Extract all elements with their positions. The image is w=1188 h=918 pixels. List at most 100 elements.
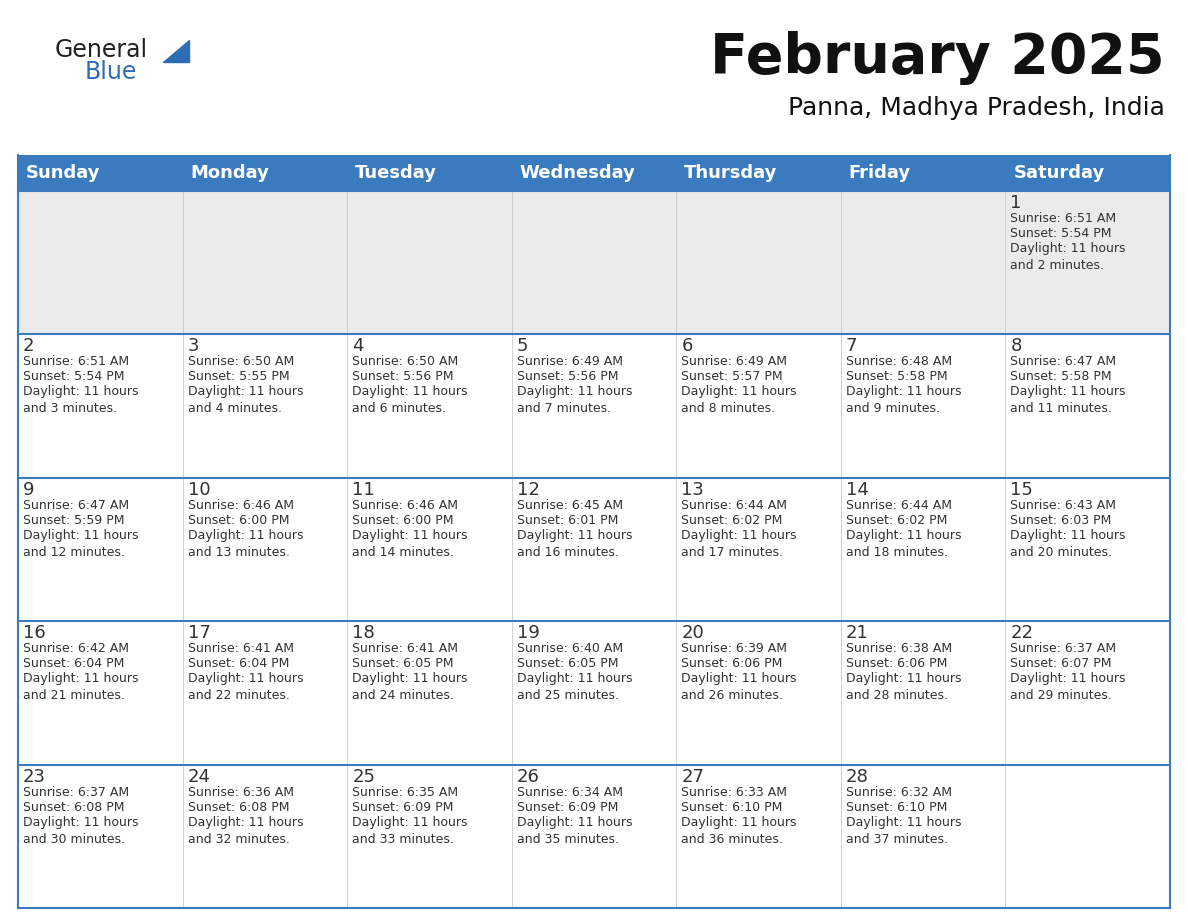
- Text: 16: 16: [23, 624, 46, 643]
- Text: Sunrise: 6:35 AM: Sunrise: 6:35 AM: [352, 786, 459, 799]
- Text: 13: 13: [681, 481, 704, 498]
- Text: Sunset: 6:03 PM: Sunset: 6:03 PM: [1011, 514, 1112, 527]
- Text: Daylight: 11 hours
and 20 minutes.: Daylight: 11 hours and 20 minutes.: [1011, 529, 1126, 559]
- Text: Sunrise: 6:37 AM: Sunrise: 6:37 AM: [23, 786, 129, 799]
- Text: Daylight: 11 hours
and 16 minutes.: Daylight: 11 hours and 16 minutes.: [517, 529, 632, 559]
- Text: Daylight: 11 hours
and 12 minutes.: Daylight: 11 hours and 12 minutes.: [23, 529, 139, 559]
- Text: Sunrise: 6:37 AM: Sunrise: 6:37 AM: [1011, 643, 1117, 655]
- Bar: [18, 765, 1170, 908]
- Text: 18: 18: [352, 624, 375, 643]
- Polygon shape: [163, 40, 189, 62]
- Text: 1: 1: [1011, 194, 1022, 212]
- Text: Daylight: 11 hours
and 21 minutes.: Daylight: 11 hours and 21 minutes.: [23, 672, 139, 702]
- Text: Sunset: 5:58 PM: Sunset: 5:58 PM: [846, 370, 948, 384]
- Text: Daylight: 11 hours
and 6 minutes.: Daylight: 11 hours and 6 minutes.: [352, 386, 468, 416]
- Text: 28: 28: [846, 767, 868, 786]
- Text: Sunday: Sunday: [26, 164, 101, 182]
- Text: Daylight: 11 hours
and 36 minutes.: Daylight: 11 hours and 36 minutes.: [681, 815, 797, 845]
- Text: Daylight: 11 hours
and 9 minutes.: Daylight: 11 hours and 9 minutes.: [846, 386, 961, 416]
- Text: Sunset: 6:08 PM: Sunset: 6:08 PM: [188, 800, 289, 813]
- Bar: [18, 334, 1170, 477]
- Text: Sunset: 6:04 PM: Sunset: 6:04 PM: [188, 657, 289, 670]
- Text: Daylight: 11 hours
and 22 minutes.: Daylight: 11 hours and 22 minutes.: [188, 672, 303, 702]
- Text: Daylight: 11 hours
and 33 minutes.: Daylight: 11 hours and 33 minutes.: [352, 815, 468, 845]
- Text: Sunset: 6:05 PM: Sunset: 6:05 PM: [352, 657, 454, 670]
- Text: Sunset: 6:00 PM: Sunset: 6:00 PM: [188, 514, 289, 527]
- Text: 11: 11: [352, 481, 375, 498]
- Text: 12: 12: [517, 481, 539, 498]
- Text: Daylight: 11 hours
and 11 minutes.: Daylight: 11 hours and 11 minutes.: [1011, 386, 1126, 416]
- Text: Sunset: 6:06 PM: Sunset: 6:06 PM: [846, 657, 947, 670]
- Text: Saturday: Saturday: [1013, 164, 1105, 182]
- Text: Sunrise: 6:47 AM: Sunrise: 6:47 AM: [23, 498, 129, 512]
- Text: 22: 22: [1011, 624, 1034, 643]
- Text: Daylight: 11 hours
and 37 minutes.: Daylight: 11 hours and 37 minutes.: [846, 815, 961, 845]
- Text: 26: 26: [517, 767, 539, 786]
- Text: Thursday: Thursday: [684, 164, 778, 182]
- Text: Daylight: 11 hours
and 32 minutes.: Daylight: 11 hours and 32 minutes.: [188, 815, 303, 845]
- Text: Sunrise: 6:38 AM: Sunrise: 6:38 AM: [846, 643, 952, 655]
- Text: Panna, Madhya Pradesh, India: Panna, Madhya Pradesh, India: [788, 96, 1165, 120]
- Text: Sunset: 6:06 PM: Sunset: 6:06 PM: [681, 657, 783, 670]
- Text: 14: 14: [846, 481, 868, 498]
- Text: Daylight: 11 hours
and 25 minutes.: Daylight: 11 hours and 25 minutes.: [517, 672, 632, 702]
- Text: Sunrise: 6:32 AM: Sunrise: 6:32 AM: [846, 786, 952, 799]
- Text: Daylight: 11 hours
and 28 minutes.: Daylight: 11 hours and 28 minutes.: [846, 672, 961, 702]
- Text: Sunrise: 6:46 AM: Sunrise: 6:46 AM: [188, 498, 293, 512]
- Text: Sunset: 6:10 PM: Sunset: 6:10 PM: [846, 800, 947, 813]
- Text: Sunset: 6:10 PM: Sunset: 6:10 PM: [681, 800, 783, 813]
- Text: Sunrise: 6:44 AM: Sunrise: 6:44 AM: [681, 498, 788, 512]
- Text: 24: 24: [188, 767, 210, 786]
- Text: Sunset: 6:04 PM: Sunset: 6:04 PM: [23, 657, 125, 670]
- Text: Sunset: 5:54 PM: Sunset: 5:54 PM: [23, 370, 125, 384]
- Text: Wednesday: Wednesday: [519, 164, 636, 182]
- Bar: [18, 191, 1170, 334]
- Text: Sunset: 6:01 PM: Sunset: 6:01 PM: [517, 514, 618, 527]
- Text: Daylight: 11 hours
and 7 minutes.: Daylight: 11 hours and 7 minutes.: [517, 386, 632, 416]
- Text: Sunrise: 6:42 AM: Sunrise: 6:42 AM: [23, 643, 129, 655]
- Text: 4: 4: [352, 338, 364, 355]
- Text: Sunrise: 6:45 AM: Sunrise: 6:45 AM: [517, 498, 623, 512]
- Text: Daylight: 11 hours
and 30 minutes.: Daylight: 11 hours and 30 minutes.: [23, 815, 139, 845]
- Text: Daylight: 11 hours
and 29 minutes.: Daylight: 11 hours and 29 minutes.: [1011, 672, 1126, 702]
- Text: Sunset: 5:57 PM: Sunset: 5:57 PM: [681, 370, 783, 384]
- Text: Daylight: 11 hours
and 8 minutes.: Daylight: 11 hours and 8 minutes.: [681, 386, 797, 416]
- Text: Daylight: 11 hours
and 3 minutes.: Daylight: 11 hours and 3 minutes.: [23, 386, 139, 416]
- Text: Sunset: 5:59 PM: Sunset: 5:59 PM: [23, 514, 125, 527]
- Text: Daylight: 11 hours
and 2 minutes.: Daylight: 11 hours and 2 minutes.: [1011, 242, 1126, 272]
- Text: Sunset: 6:02 PM: Sunset: 6:02 PM: [681, 514, 783, 527]
- Text: 20: 20: [681, 624, 704, 643]
- Text: Sunset: 6:08 PM: Sunset: 6:08 PM: [23, 800, 125, 813]
- Text: Sunrise: 6:44 AM: Sunrise: 6:44 AM: [846, 498, 952, 512]
- Text: 23: 23: [23, 767, 46, 786]
- Text: Sunrise: 6:51 AM: Sunrise: 6:51 AM: [1011, 212, 1117, 225]
- Text: 2: 2: [23, 338, 34, 355]
- Text: Sunrise: 6:40 AM: Sunrise: 6:40 AM: [517, 643, 623, 655]
- Text: Daylight: 11 hours
and 26 minutes.: Daylight: 11 hours and 26 minutes.: [681, 672, 797, 702]
- Text: General: General: [55, 38, 148, 62]
- Text: Sunrise: 6:41 AM: Sunrise: 6:41 AM: [352, 643, 459, 655]
- Text: Sunrise: 6:47 AM: Sunrise: 6:47 AM: [1011, 355, 1117, 368]
- Text: Sunrise: 6:33 AM: Sunrise: 6:33 AM: [681, 786, 788, 799]
- Text: Sunset: 5:58 PM: Sunset: 5:58 PM: [1011, 370, 1112, 384]
- Bar: [18, 477, 1170, 621]
- Text: Daylight: 11 hours
and 14 minutes.: Daylight: 11 hours and 14 minutes.: [352, 529, 468, 559]
- Text: Daylight: 11 hours
and 24 minutes.: Daylight: 11 hours and 24 minutes.: [352, 672, 468, 702]
- Text: Blue: Blue: [86, 60, 138, 84]
- Text: Sunrise: 6:39 AM: Sunrise: 6:39 AM: [681, 643, 788, 655]
- Bar: [18, 621, 1170, 765]
- Text: Sunset: 6:09 PM: Sunset: 6:09 PM: [352, 800, 454, 813]
- Text: 21: 21: [846, 624, 868, 643]
- Text: Friday: Friday: [849, 164, 911, 182]
- Bar: [18, 155, 1170, 191]
- Text: Sunset: 6:00 PM: Sunset: 6:00 PM: [352, 514, 454, 527]
- Text: 6: 6: [681, 338, 693, 355]
- Text: 9: 9: [23, 481, 34, 498]
- Text: Sunrise: 6:36 AM: Sunrise: 6:36 AM: [188, 786, 293, 799]
- Text: Sunrise: 6:50 AM: Sunrise: 6:50 AM: [352, 355, 459, 368]
- Text: 5: 5: [517, 338, 529, 355]
- Text: Sunset: 5:56 PM: Sunset: 5:56 PM: [352, 370, 454, 384]
- Text: Sunset: 6:09 PM: Sunset: 6:09 PM: [517, 800, 618, 813]
- Text: 19: 19: [517, 624, 539, 643]
- Text: Sunset: 5:54 PM: Sunset: 5:54 PM: [1011, 227, 1112, 240]
